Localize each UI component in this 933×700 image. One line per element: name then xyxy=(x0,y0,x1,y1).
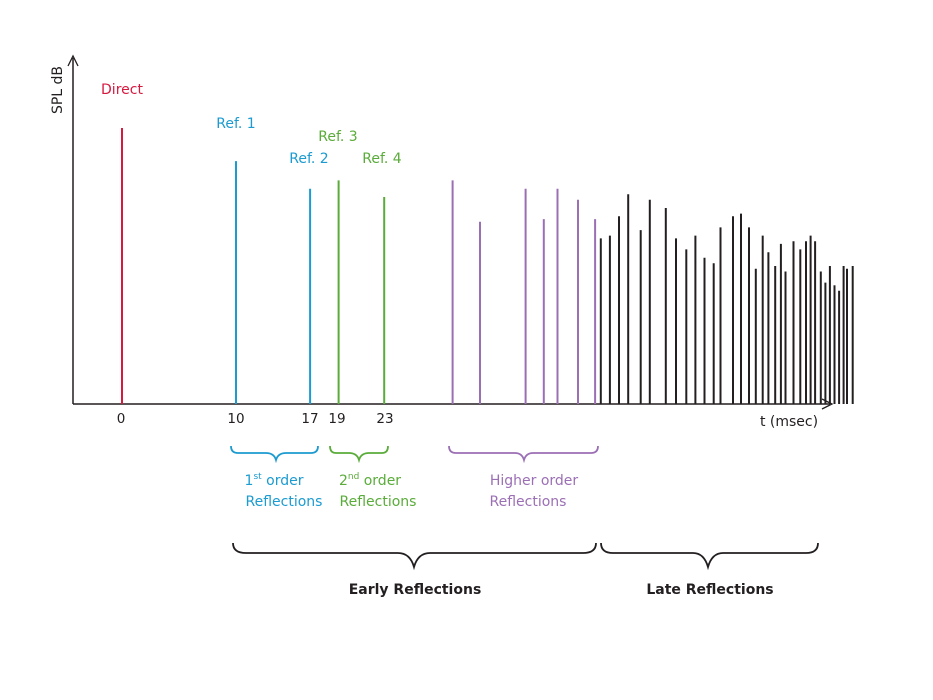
second-order-brace xyxy=(329,445,389,464)
impulse-bars xyxy=(121,128,854,404)
y-axis-arrow-icon xyxy=(67,54,79,67)
late-reflections-brace xyxy=(600,542,819,571)
first-order-subtitle: Reflections xyxy=(246,494,323,510)
first-order-brace xyxy=(230,445,319,464)
y-axis-label: SPL dB xyxy=(50,66,66,114)
ref1-label: Ref. 1 xyxy=(216,116,255,132)
tick-label-10: 10 xyxy=(227,411,244,427)
early-reflections-label: Early Reflections xyxy=(349,582,482,598)
section-braces xyxy=(232,542,819,571)
higher-order-title: Higher order xyxy=(490,473,579,489)
group-labels: 1st order Reflections 2nd order Reflecti… xyxy=(245,472,579,510)
tick-label-23: 23 xyxy=(376,411,393,427)
first-order-title: 1st order xyxy=(245,472,304,489)
tick-label-0: 0 xyxy=(117,411,126,427)
tick-label-19: 19 xyxy=(328,411,345,427)
section-labels: Early Reflections Late Reflections xyxy=(349,582,774,598)
second-order-subtitle: Reflections xyxy=(340,494,417,510)
ref4-label: Ref. 4 xyxy=(362,151,402,167)
higher-order-brace xyxy=(448,445,599,464)
early-reflections-brace xyxy=(232,542,597,571)
direct-label: Direct xyxy=(101,82,143,98)
ref3-label: Ref. 3 xyxy=(318,129,357,145)
higher-order-subtitle: Reflections xyxy=(490,494,567,510)
ref2-label: Ref. 2 xyxy=(289,151,328,167)
late-reflections-label: Late Reflections xyxy=(646,582,773,598)
axes: SPL dB t (msec) xyxy=(50,54,834,430)
peak-labels: Direct Ref. 1 Ref. 2 Ref. 3 Ref. 4 xyxy=(101,82,402,167)
group-braces xyxy=(230,445,599,464)
tick-label-17: 17 xyxy=(301,411,318,427)
tick-labels: 0 10 17 19 23 xyxy=(117,411,394,427)
second-order-title: 2nd order xyxy=(339,472,401,489)
x-axis-label: t (msec) xyxy=(760,414,818,430)
